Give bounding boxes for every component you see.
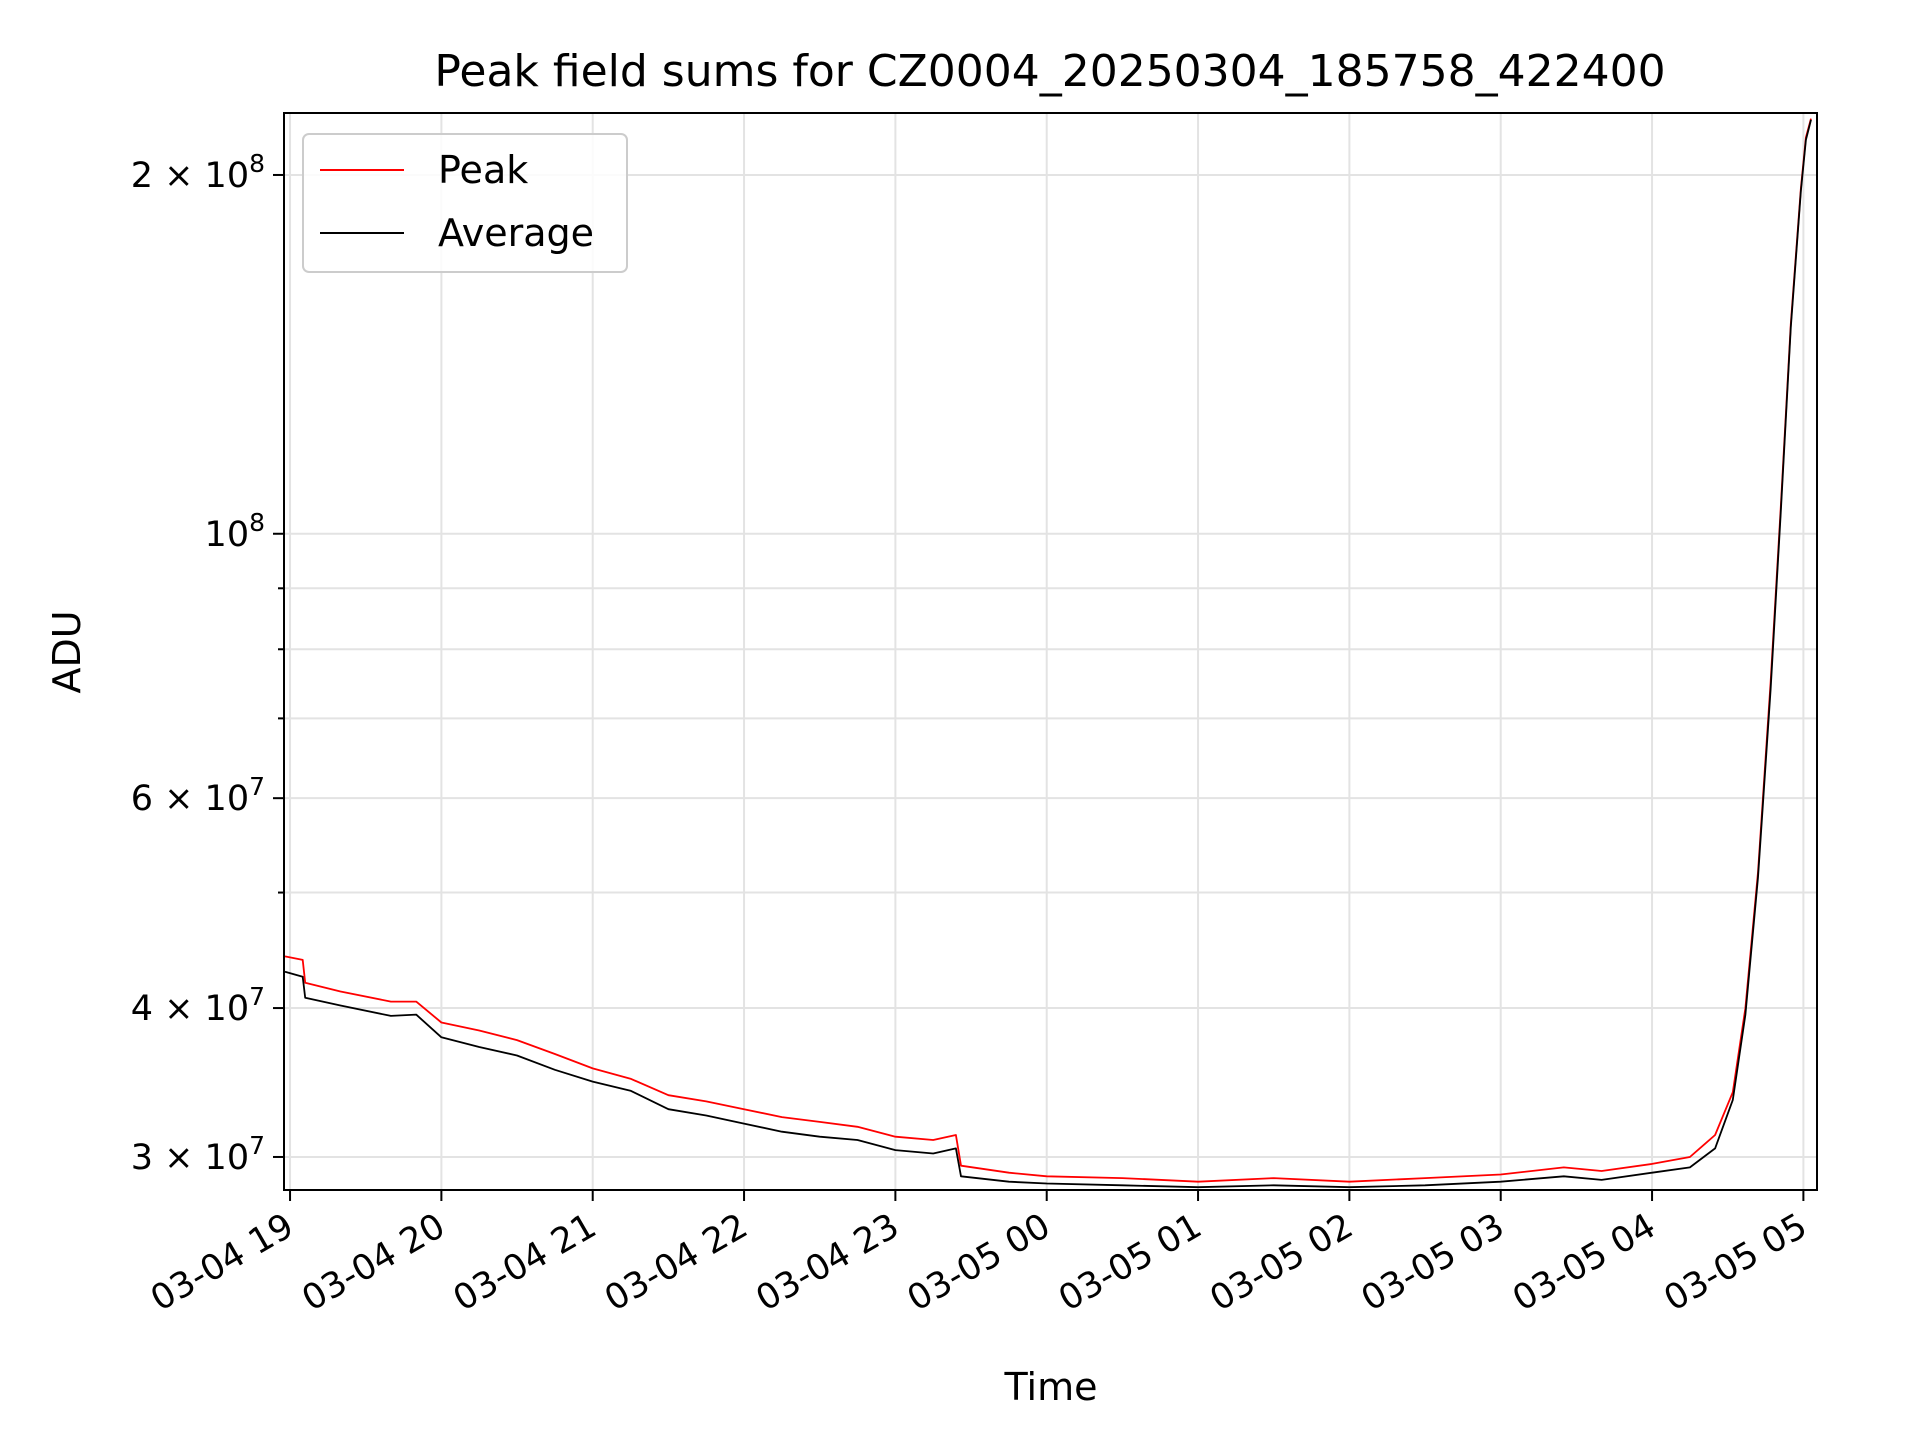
y-axis-label: ADU bbox=[45, 610, 89, 693]
legend-box bbox=[302, 133, 628, 273]
legend-label-peak: Peak bbox=[438, 148, 528, 192]
legend-label-average: Average bbox=[438, 211, 594, 255]
x-axis-label: Time bbox=[1004, 1365, 1098, 1409]
plot-frame bbox=[283, 112, 1818, 1191]
grid bbox=[285, 114, 1816, 1189]
legend: Peak Average bbox=[302, 133, 628, 273]
series-line-average bbox=[284, 119, 1812, 1189]
y-tick-label: 2 × 108 bbox=[131, 149, 265, 196]
y-tick-label: 3 × 107 bbox=[131, 1131, 265, 1178]
plot-area bbox=[284, 118, 1812, 1189]
y-tick-label: 4 × 107 bbox=[131, 982, 265, 1029]
chart-title: Peak field sums for CZ0004_20250304_1857… bbox=[434, 46, 1665, 97]
series-line-peak bbox=[284, 118, 1812, 1183]
y-tick-label: 6 × 107 bbox=[131, 772, 265, 819]
